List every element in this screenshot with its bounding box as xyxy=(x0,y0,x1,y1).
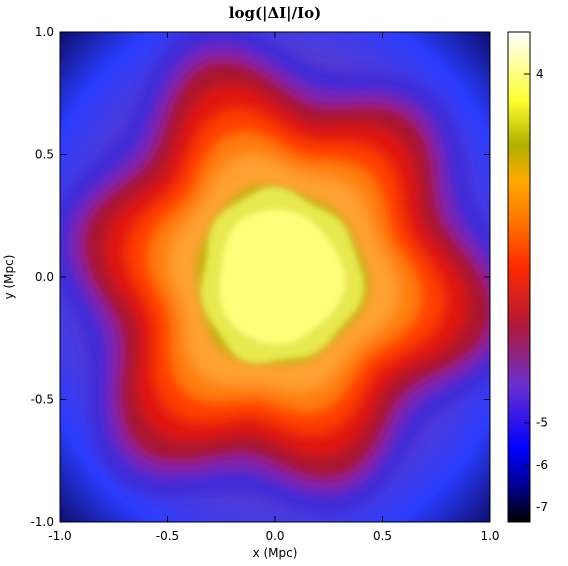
x-tick-label: 1.0 xyxy=(480,529,499,543)
x-tick-label: 0.5 xyxy=(373,529,392,543)
x-tick-label: -1.0 xyxy=(48,529,71,543)
colorbar-tick-label: -5 xyxy=(536,416,548,430)
y-tick-label: -1.0 xyxy=(31,515,54,529)
y-tick-label: 1.0 xyxy=(35,25,54,39)
x-tick-label: -0.5 xyxy=(156,529,179,543)
y-tick-label: 0.5 xyxy=(35,148,54,162)
colorbar xyxy=(507,31,531,523)
chart-title: log(|ΔI|/Io) xyxy=(228,4,322,22)
y-axis-label: y (Mpc) xyxy=(2,255,16,300)
y-tick-label: -0.5 xyxy=(31,393,54,407)
heatmap-image xyxy=(60,32,490,522)
y-tick-label: 0.0 xyxy=(35,270,54,284)
x-tick-label: 0.0 xyxy=(265,529,284,543)
colorbar-tick-label: -6 xyxy=(536,458,548,472)
x-axis-label: x (Mpc) xyxy=(253,546,298,560)
core-peak xyxy=(219,210,345,345)
colorbar-tick-label: -7 xyxy=(536,500,548,514)
colorbar-tick-label: 4 xyxy=(536,67,544,81)
